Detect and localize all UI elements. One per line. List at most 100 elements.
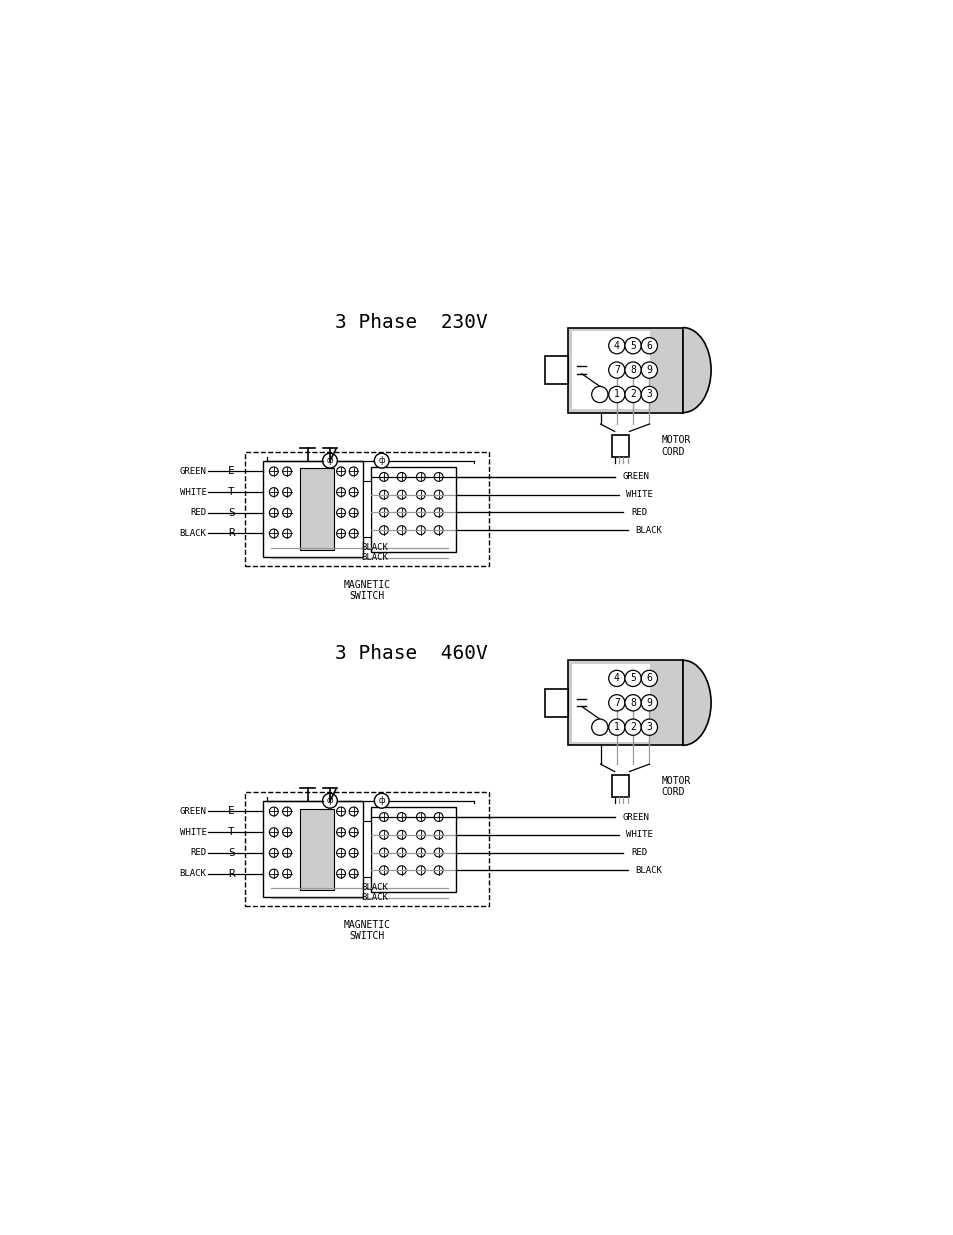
Circle shape [336, 467, 345, 475]
Circle shape [434, 866, 442, 874]
Circle shape [349, 827, 357, 836]
Circle shape [282, 509, 292, 517]
Circle shape [322, 793, 337, 808]
Text: 5: 5 [630, 673, 636, 683]
Text: BLACK: BLACK [635, 526, 661, 535]
Circle shape [282, 529, 292, 538]
Circle shape [282, 869, 292, 878]
Circle shape [624, 362, 640, 378]
Circle shape [416, 508, 425, 516]
Text: WHITE: WHITE [626, 490, 653, 499]
Circle shape [374, 453, 389, 468]
Circle shape [282, 488, 292, 496]
Text: ф: ф [326, 797, 333, 805]
Text: 3 Phase  460V: 3 Phase 460V [335, 643, 487, 663]
Circle shape [379, 508, 388, 516]
Circle shape [608, 362, 624, 378]
Circle shape [396, 473, 406, 482]
Text: WHITE: WHITE [626, 830, 653, 840]
Circle shape [624, 387, 640, 403]
Bar [245, 452, 488, 567]
Text: BLACK: BLACK [360, 883, 387, 893]
Text: ф: ф [378, 797, 385, 805]
Circle shape [416, 526, 425, 535]
Text: 7: 7 [613, 366, 619, 375]
Text: MOTOR
CORD: MOTOR CORD [660, 776, 690, 797]
Circle shape [379, 866, 388, 874]
Circle shape [434, 508, 442, 516]
Polygon shape [682, 661, 710, 745]
Bar [568, 327, 682, 412]
Text: RED: RED [630, 508, 646, 517]
Text: 6: 6 [646, 673, 652, 683]
Text: S: S [228, 508, 234, 517]
Circle shape [608, 671, 624, 687]
Text: BLACK: BLACK [179, 529, 206, 538]
Text: T: T [228, 487, 234, 496]
Circle shape [269, 488, 278, 496]
Circle shape [624, 694, 640, 711]
Circle shape [396, 866, 406, 874]
Bar [263, 461, 363, 557]
Circle shape [416, 813, 425, 821]
Text: 8: 8 [630, 366, 636, 375]
Text: GREEN: GREEN [179, 806, 206, 816]
Bar [300, 468, 334, 550]
Circle shape [396, 490, 406, 499]
Circle shape [416, 473, 425, 482]
Text: ф: ф [326, 456, 333, 466]
Circle shape [434, 526, 442, 535]
Circle shape [608, 387, 624, 403]
Circle shape [336, 869, 345, 878]
Text: 4: 4 [613, 341, 619, 351]
Bar [572, 331, 649, 409]
Circle shape [336, 529, 345, 538]
Text: 3: 3 [646, 389, 652, 399]
Circle shape [396, 848, 406, 857]
Text: BLACK: BLACK [360, 553, 387, 562]
Text: GREEN: GREEN [621, 473, 648, 482]
Circle shape [434, 830, 442, 840]
Bar [612, 435, 628, 457]
Circle shape [282, 806, 292, 816]
Circle shape [269, 529, 278, 538]
Text: 1: 1 [613, 389, 619, 399]
Circle shape [416, 830, 425, 840]
Polygon shape [682, 327, 710, 412]
Circle shape [434, 848, 442, 857]
Circle shape [416, 848, 425, 857]
Circle shape [349, 806, 357, 816]
Text: 6: 6 [646, 341, 652, 351]
Circle shape [640, 719, 657, 735]
Circle shape [269, 509, 278, 517]
Text: BLACK: BLACK [360, 543, 387, 552]
Circle shape [640, 671, 657, 687]
Text: GREEN: GREEN [179, 467, 206, 475]
Circle shape [379, 473, 388, 482]
Bar [300, 809, 334, 890]
Circle shape [591, 387, 607, 403]
Text: 4: 4 [613, 673, 619, 683]
Circle shape [349, 467, 357, 475]
Circle shape [374, 793, 389, 808]
Circle shape [336, 806, 345, 816]
Bar [544, 689, 568, 716]
Text: BLACK: BLACK [360, 893, 387, 902]
Circle shape [434, 490, 442, 499]
Bar [370, 806, 456, 892]
Text: E: E [228, 806, 234, 816]
Circle shape [349, 488, 357, 496]
Text: RED: RED [191, 848, 206, 857]
Text: R: R [228, 529, 234, 538]
Circle shape [269, 806, 278, 816]
Circle shape [608, 337, 624, 353]
Text: RED: RED [191, 509, 206, 517]
Bar [572, 664, 649, 741]
Circle shape [269, 869, 278, 878]
Circle shape [640, 694, 657, 711]
Circle shape [336, 848, 345, 857]
Text: S: S [228, 848, 234, 858]
Bar [263, 802, 363, 898]
Circle shape [269, 827, 278, 836]
Circle shape [379, 830, 388, 840]
